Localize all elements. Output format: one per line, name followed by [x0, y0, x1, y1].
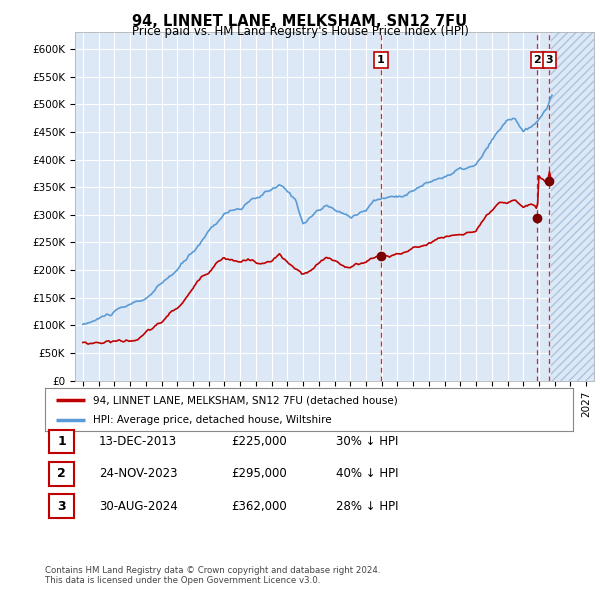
- Text: 28% ↓ HPI: 28% ↓ HPI: [336, 500, 398, 513]
- Text: Price paid vs. HM Land Registry's House Price Index (HPI): Price paid vs. HM Land Registry's House …: [131, 25, 469, 38]
- Text: 40% ↓ HPI: 40% ↓ HPI: [336, 467, 398, 480]
- Text: 1: 1: [377, 55, 385, 65]
- Text: £225,000: £225,000: [231, 435, 287, 448]
- Text: 2: 2: [533, 55, 541, 65]
- Text: 3: 3: [58, 500, 66, 513]
- Text: 3: 3: [545, 55, 553, 65]
- Text: 30% ↓ HPI: 30% ↓ HPI: [336, 435, 398, 448]
- Text: 30-AUG-2024: 30-AUG-2024: [99, 500, 178, 513]
- Text: HPI: Average price, detached house, Wiltshire: HPI: Average price, detached house, Wilt…: [92, 415, 331, 425]
- Text: 94, LINNET LANE, MELKSHAM, SN12 7FU (detached house): 94, LINNET LANE, MELKSHAM, SN12 7FU (det…: [92, 395, 397, 405]
- Text: 94, LINNET LANE, MELKSHAM, SN12 7FU: 94, LINNET LANE, MELKSHAM, SN12 7FU: [133, 14, 467, 29]
- Text: Contains HM Land Registry data © Crown copyright and database right 2024.
This d: Contains HM Land Registry data © Crown c…: [45, 566, 380, 585]
- Text: 2: 2: [58, 467, 66, 480]
- Text: £295,000: £295,000: [231, 467, 287, 480]
- Text: 1: 1: [58, 435, 66, 448]
- Text: £362,000: £362,000: [231, 500, 287, 513]
- Text: 24-NOV-2023: 24-NOV-2023: [99, 467, 178, 480]
- Text: 13-DEC-2013: 13-DEC-2013: [99, 435, 177, 448]
